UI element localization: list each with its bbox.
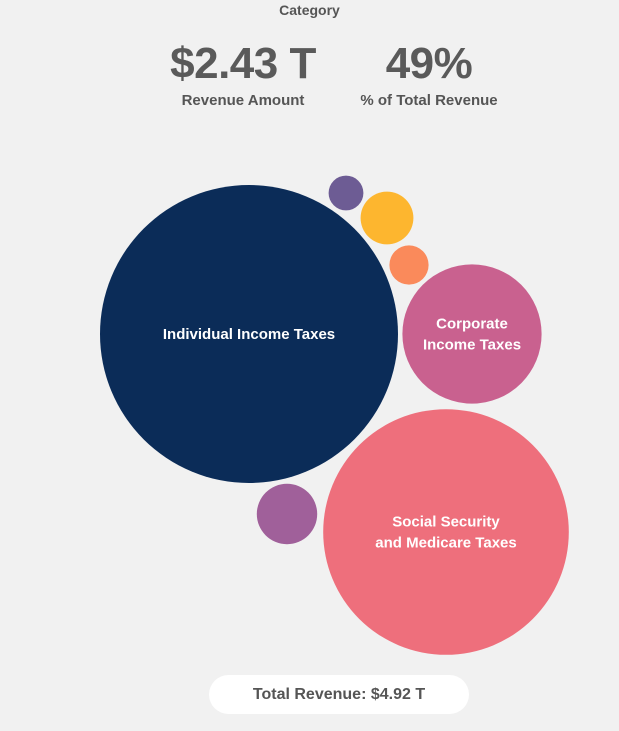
bubble-circle[interactable]	[256, 483, 318, 545]
bubble-circle[interactable]	[360, 191, 414, 245]
percent-total-caption: % of Total Revenue	[360, 92, 498, 109]
revenue-amount-value: $2.43 T	[170, 39, 316, 88]
percent-total-stat: 49% % of Total Revenue	[344, 39, 514, 110]
bubble-unlabeled-3[interactable]	[256, 483, 318, 545]
bubble-circle[interactable]	[328, 175, 364, 211]
percent-total-value: 49%	[385, 39, 473, 88]
bubble-circle[interactable]	[100, 185, 398, 483]
bubble-label: and Medicare Taxes	[375, 535, 516, 552]
bubble-label: Social Security	[392, 514, 500, 531]
bubble-circle[interactable]	[402, 264, 542, 404]
bubble-unlabeled-5[interactable]	[389, 245, 429, 285]
revenue-amount-caption: Revenue Amount	[181, 92, 305, 109]
bubble-circle[interactable]	[323, 409, 569, 655]
category-label: Category	[279, 2, 340, 18]
bubble-label: Corporate	[436, 316, 508, 333]
revenue-amount-stat: $2.43 T Revenue Amount	[158, 39, 328, 110]
bubble-unlabeled-6[interactable]	[328, 175, 364, 211]
bubble-label: Individual Income Taxes	[163, 326, 335, 343]
bubble-individual-income-taxes[interactable]: Individual Income Taxes	[100, 185, 398, 483]
total-revenue-badge: Total Revenue: $4.92 T	[209, 675, 469, 714]
bubble-circle[interactable]	[389, 245, 429, 285]
bubble-corporate-income-taxes[interactable]: Corporate Income Taxes	[402, 264, 542, 404]
bubble-social-security-and-medicare-taxes[interactable]: Social Security and Medicare Taxes	[323, 409, 569, 655]
bubble-label: Income Taxes	[423, 337, 521, 354]
bubble-unlabeled-4[interactable]	[360, 191, 414, 245]
